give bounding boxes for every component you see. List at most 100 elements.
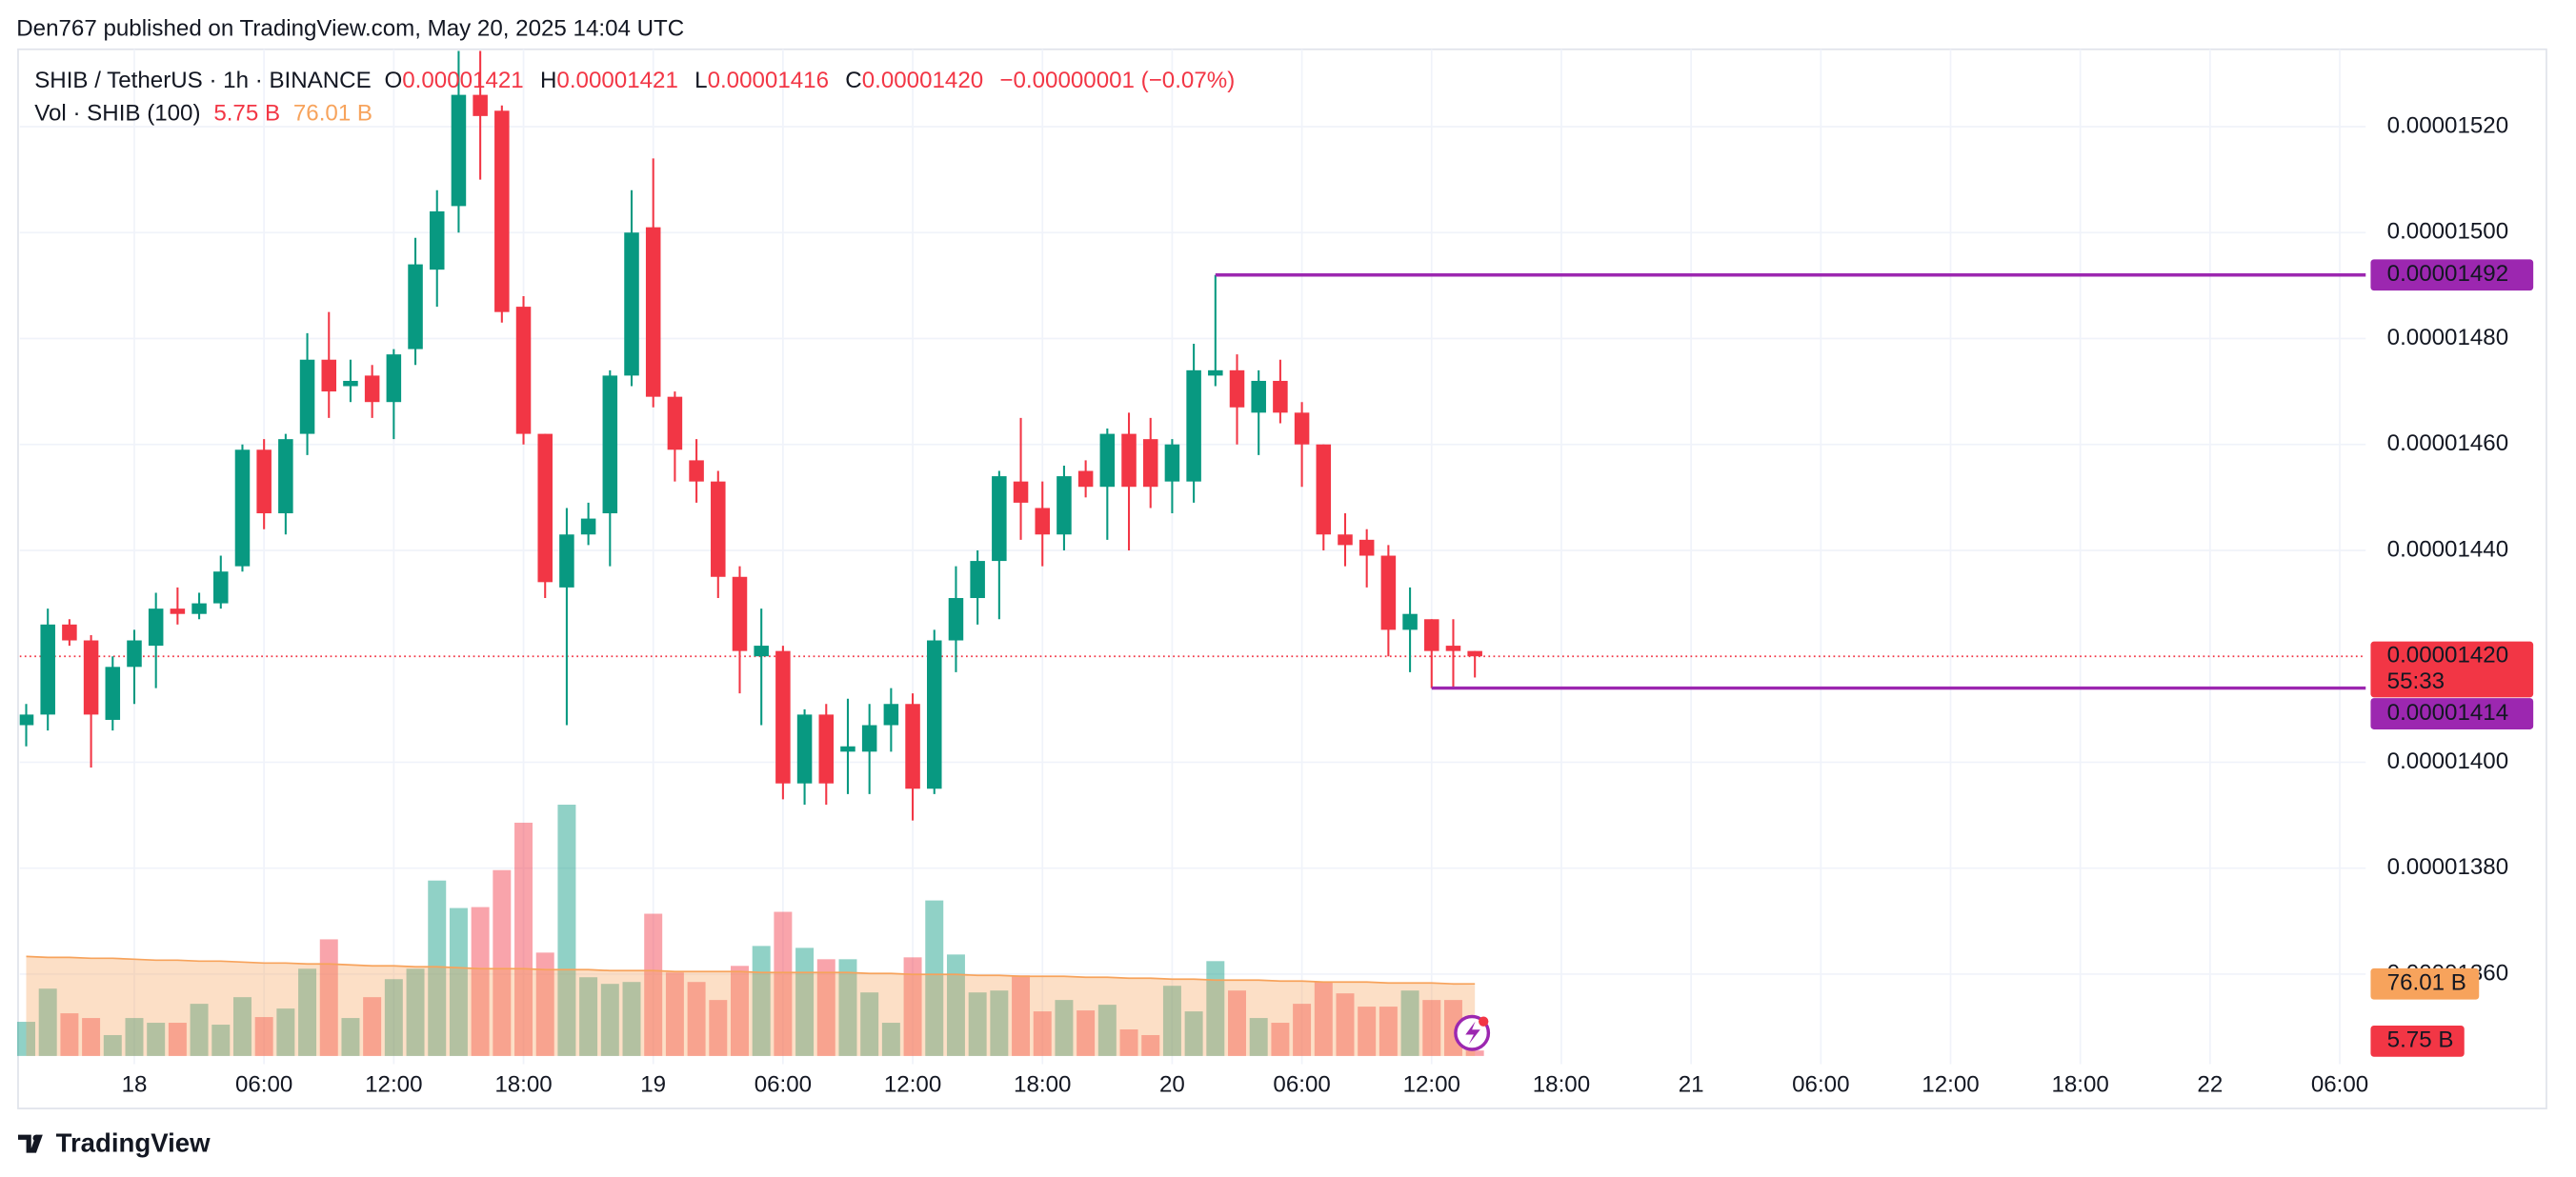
candle-body	[1035, 508, 1050, 535]
candle-body	[83, 640, 99, 715]
price-badge: 0.00001420	[2387, 643, 2508, 668]
candle-body	[1380, 555, 1397, 630]
candle-body	[494, 110, 510, 312]
volume-bar	[1141, 1034, 1160, 1056]
candle-body	[386, 354, 402, 403]
candle-body	[148, 608, 164, 647]
volume-bar	[968, 992, 987, 1056]
volume-ma-value: 76.01 B	[293, 101, 372, 127]
x-tick-label: 12:00	[1922, 1071, 1979, 1097]
y-tick-label: 0.00001520	[2387, 112, 2508, 138]
volume-bar	[82, 1018, 101, 1056]
volume-ma-badge: 76.01 B	[2387, 970, 2466, 996]
volume-bar	[514, 822, 533, 1056]
legend-row: SHIB / TetherUS · 1h · BINANCE O0.0000142…	[34, 69, 1235, 94]
volume-bar	[276, 1008, 295, 1056]
volume-bar	[1206, 961, 1225, 1056]
candle-body	[191, 603, 207, 614]
countdown: 55:33	[2387, 668, 2445, 694]
volume-bar	[1184, 1011, 1203, 1056]
y-tick-label: 0.00001380	[2387, 854, 2508, 880]
candle-body	[905, 704, 920, 789]
candle-body	[602, 375, 618, 514]
x-tick-label: 18:00	[2051, 1071, 2108, 1097]
legend-key: O	[385, 69, 403, 94]
volume-bar	[881, 1023, 900, 1056]
candle-body	[234, 449, 251, 567]
candle-body	[1186, 369, 1201, 482]
volume-pane	[17, 805, 1484, 1056]
candle-body	[1208, 369, 1223, 376]
volume-legend-row: Vol · SHIB (100) 5.75 B 76.01 B	[34, 101, 372, 127]
candle-body	[580, 518, 596, 535]
x-tick-label: 12:00	[1403, 1071, 1460, 1097]
volume-ma-area	[26, 956, 1476, 1056]
volume-bar	[125, 1018, 144, 1056]
level-badge: 0.00001414	[2387, 700, 2508, 726]
legend-value: 0.00001421	[402, 69, 523, 94]
candle-body	[1013, 481, 1029, 503]
candle-body	[19, 714, 34, 726]
lightning-icon	[1454, 1014, 1491, 1051]
candle-body	[256, 449, 272, 514]
candle-body	[1142, 439, 1158, 488]
volume-bar	[1336, 993, 1355, 1056]
volume-title: Vol · SHIB (100)	[34, 101, 200, 127]
candle-body	[1121, 433, 1137, 488]
brand-logo: TradingView	[17, 1127, 211, 1157]
volume-bar	[1400, 990, 1419, 1056]
volume-bar	[471, 907, 490, 1056]
volume-bar	[493, 869, 512, 1056]
volume-bar	[860, 992, 879, 1056]
plot	[19, 50, 2366, 821]
volume-bar	[774, 911, 793, 1056]
x-tick-label: 06:00	[1792, 1071, 1849, 1097]
volume-bar	[147, 1023, 166, 1056]
candle-body	[1358, 539, 1375, 556]
grid	[19, 49, 2366, 1065]
volume-bar	[232, 997, 252, 1056]
volume-bar	[449, 908, 468, 1056]
volume-bar	[557, 805, 576, 1056]
candle-body	[1164, 444, 1180, 482]
candle-body	[1057, 476, 1072, 535]
volume-value: 5.75 B	[213, 101, 280, 127]
x-tick-label: 21	[1679, 1071, 1704, 1097]
y-tick-label: 0.00001500	[2387, 219, 2508, 245]
candle-body	[926, 640, 942, 789]
volume-bar	[1077, 1010, 1096, 1056]
volume-bar	[363, 997, 382, 1056]
candle-body	[1467, 650, 1482, 657]
volume-bar	[622, 982, 641, 1056]
legend-value: 0.00001416	[708, 69, 829, 94]
volume-bar	[60, 1013, 79, 1056]
candle-body	[473, 94, 488, 116]
volume-bar	[428, 880, 447, 1056]
volume-bar	[298, 968, 317, 1056]
x-tick-label: 20	[1159, 1071, 1185, 1097]
volume-bar	[795, 948, 815, 1056]
candle-body	[970, 561, 985, 599]
x-tick-label: 06:00	[2311, 1071, 2368, 1097]
volume-bar	[731, 966, 749, 1056]
legend-value: 0.00001420	[862, 69, 983, 94]
volume-bar	[341, 1018, 360, 1056]
candle-body	[343, 380, 358, 387]
volume-bar	[752, 946, 771, 1056]
symbol-title: SHIB / TetherUS · 1h · BINANCE	[34, 69, 372, 94]
candle-body	[364, 375, 380, 403]
volume-bar	[319, 939, 338, 1056]
legend-key: H	[540, 69, 556, 94]
volume-bar	[709, 1000, 728, 1056]
candle-body	[1316, 444, 1332, 535]
candle-body	[732, 576, 748, 651]
candle-body	[321, 359, 337, 392]
candle-body	[127, 640, 142, 668]
candle-body	[948, 598, 964, 641]
volume-bar	[211, 1025, 231, 1056]
volume-bar	[1228, 990, 1246, 1056]
candle-body	[1273, 380, 1288, 413]
legend-key: C	[845, 69, 861, 94]
candle-body	[1229, 369, 1245, 408]
